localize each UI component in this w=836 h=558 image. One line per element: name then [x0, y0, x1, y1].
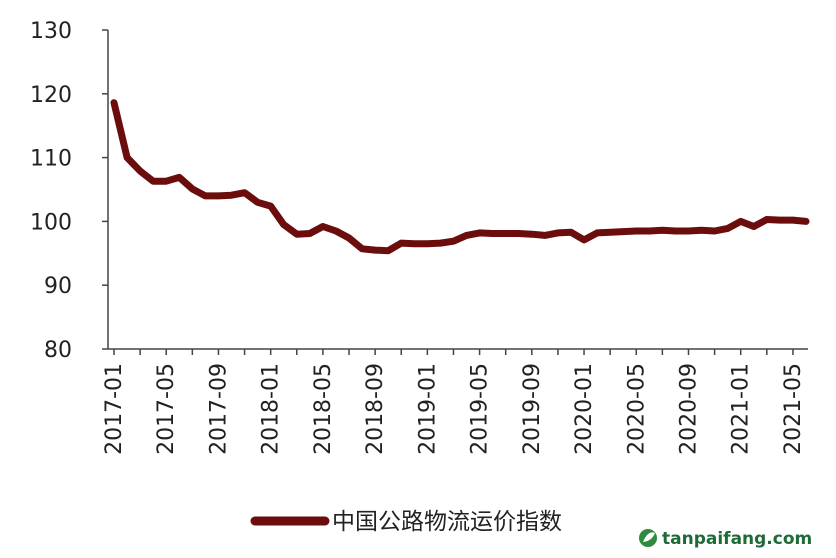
data-point [387, 250, 389, 252]
data-point [283, 224, 285, 226]
data-point [361, 248, 363, 250]
data-point [570, 231, 572, 233]
x-tick-label: 2017-01 [102, 363, 127, 455]
y-tick-label: 90 [44, 274, 72, 299]
data-point [139, 170, 141, 172]
watermark: tanpaifang.com [639, 529, 812, 549]
x-tick-label: 2018-09 [363, 363, 388, 455]
x-tick-label: 2020-01 [572, 363, 597, 455]
legend: 中国公路物流运价指数 [250, 509, 562, 535]
data-point [178, 176, 180, 178]
legend-label: 中国公路物流运价指数 [332, 509, 562, 535]
x-tick-label: 2021-05 [781, 363, 806, 455]
data-point [244, 192, 246, 194]
data-point [204, 195, 206, 197]
data-point [531, 233, 533, 235]
data-point [165, 180, 167, 182]
data-point [766, 219, 768, 220]
series-layer [110, 99, 810, 255]
data-point [714, 230, 716, 232]
data-point [544, 234, 546, 236]
y-tick-label: 120 [30, 83, 72, 108]
data-point [296, 233, 298, 235]
x-tick-label: 2017-05 [154, 363, 179, 455]
data-point [257, 201, 259, 203]
data-point [113, 102, 115, 104]
watermark-text: tanpaifang.com [662, 529, 812, 549]
leaf-logo-icon [639, 529, 657, 547]
data-point [466, 234, 467, 236]
series-line [110, 99, 810, 255]
x-axis: 2017-01 2017-05 2017-09 2018-01 2018-05 2018-… [102, 348, 808, 455]
data-point [309, 233, 311, 234]
data-point [191, 188, 193, 190]
data-point [426, 243, 428, 245]
data-point [753, 226, 755, 227]
data-point [126, 157, 128, 159]
data-point [727, 227, 729, 229]
data-point [609, 231, 611, 233]
x-tick-label: 2019-01 [415, 363, 440, 455]
data-point [635, 230, 637, 232]
data-point [479, 232, 481, 234]
data-point [792, 219, 794, 221]
data-point [661, 229, 663, 231]
data-point [413, 243, 415, 245]
data-point [701, 229, 702, 231]
data-point [400, 242, 402, 244]
data-point [348, 237, 350, 239]
data-point [231, 194, 232, 196]
data-point [688, 230, 689, 232]
y-tick-label: 130 [30, 19, 72, 44]
y-tick-label: 110 [30, 147, 72, 172]
data-point [439, 242, 441, 244]
x-tick-label: 2018-05 [311, 363, 336, 455]
data-point [557, 232, 559, 234]
data-point [322, 226, 324, 227]
data-point [622, 231, 624, 233]
x-tick-label: 2018-01 [259, 363, 284, 455]
data-point [492, 233, 494, 234]
data-point [674, 230, 676, 232]
data-point [583, 239, 585, 241]
data-point [335, 230, 337, 232]
data-point [779, 219, 781, 221]
data-point [648, 230, 650, 232]
data-point [270, 205, 272, 207]
data-point [453, 240, 454, 242]
y-axis: 80 90 100 110 120 130 [30, 19, 109, 363]
data-point [740, 220, 742, 222]
data-point [218, 195, 219, 197]
data-point [596, 232, 598, 234]
data-point [152, 180, 154, 182]
x-tick-label: 2019-05 [468, 363, 493, 455]
x-tick-label: 2019-09 [520, 363, 545, 455]
data-point [374, 249, 376, 251]
x-tick-label: 2020-09 [676, 363, 701, 455]
x-tick-label: 2021-01 [729, 363, 754, 455]
data-point [805, 220, 807, 222]
data-point [518, 233, 520, 234]
y-tick-label: 100 [30, 210, 72, 235]
x-tick-label: 2017-09 [206, 363, 231, 455]
data-point [505, 233, 507, 234]
y-tick-label: 80 [44, 338, 72, 363]
x-tick-label: 2020-05 [624, 363, 649, 455]
